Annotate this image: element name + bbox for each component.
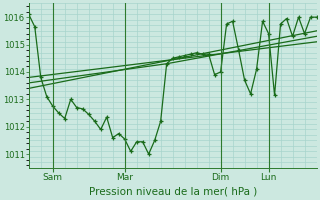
X-axis label: Pression niveau de la mer( hPa ): Pression niveau de la mer( hPa ) (89, 187, 257, 197)
